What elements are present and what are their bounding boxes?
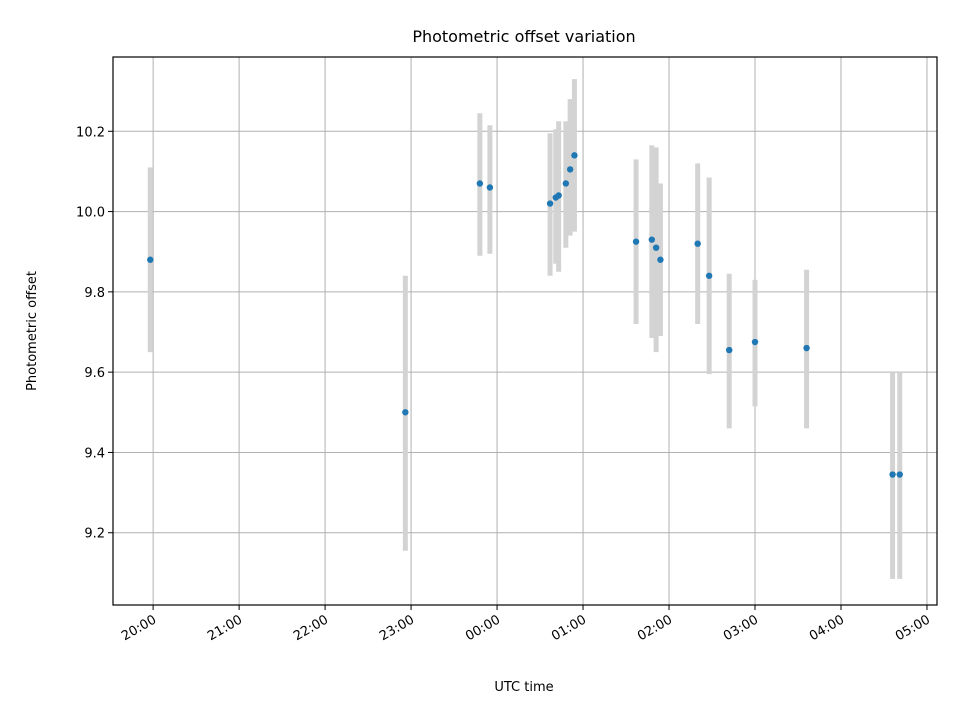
y-tick-label: 9.6	[84, 366, 105, 381]
y-tick-label: 9.2	[84, 527, 105, 542]
data-point	[694, 240, 701, 247]
data-point	[566, 166, 574, 173]
x-tick-label: 02:00	[635, 612, 675, 644]
data-point	[648, 236, 656, 243]
data-point	[751, 338, 759, 346]
data-point	[889, 471, 896, 478]
x-tick-label: 21:00	[205, 612, 245, 644]
data-point	[486, 184, 494, 191]
data-point	[726, 346, 733, 354]
x-tick-label: 22:00	[291, 612, 331, 644]
data-point	[657, 256, 664, 263]
data-point	[803, 344, 810, 352]
data-point	[632, 238, 640, 245]
data-point	[476, 180, 484, 187]
data-point	[147, 256, 154, 263]
y-tick-label: 10.2	[76, 125, 105, 140]
plot-frame	[112, 56, 938, 606]
y-tick-label: 9.8	[84, 286, 105, 301]
x-tick-label: 23:00	[377, 612, 417, 644]
x-tick-label: 20:00	[119, 612, 159, 644]
data-point	[896, 471, 903, 478]
y-axis-ticks: 9.2 9.4 9.6 9.8 10.0 10.2	[76, 125, 113, 542]
x-axis-label: UTC time	[494, 680, 553, 695]
data-point	[546, 200, 554, 207]
x-tick-label: 04:00	[807, 612, 847, 644]
grid	[113, 57, 937, 605]
y-tick-label: 9.4	[84, 446, 105, 461]
x-tick-label: 00:00	[463, 612, 503, 644]
error-bars	[147, 79, 903, 579]
data-point	[571, 152, 578, 159]
x-tick-label: 03:00	[721, 612, 761, 644]
y-axis-label: Photometric offset	[25, 271, 40, 391]
x-tick-label: 01:00	[549, 612, 589, 644]
y-tick-label: 10.0	[76, 206, 105, 221]
data-point	[562, 180, 570, 187]
data-point	[555, 192, 562, 199]
x-tick-label: 05:00	[893, 612, 933, 644]
x-axis-ticks: 20:00 21:00 22:00 23:00 00:00 01:00 02:00 03:00…	[119, 605, 933, 644]
data-point	[402, 409, 409, 416]
data-point	[652, 244, 660, 251]
data-points	[147, 152, 903, 478]
data-point	[705, 272, 713, 279]
chart-title: Photometric offset variation	[412, 27, 635, 46]
